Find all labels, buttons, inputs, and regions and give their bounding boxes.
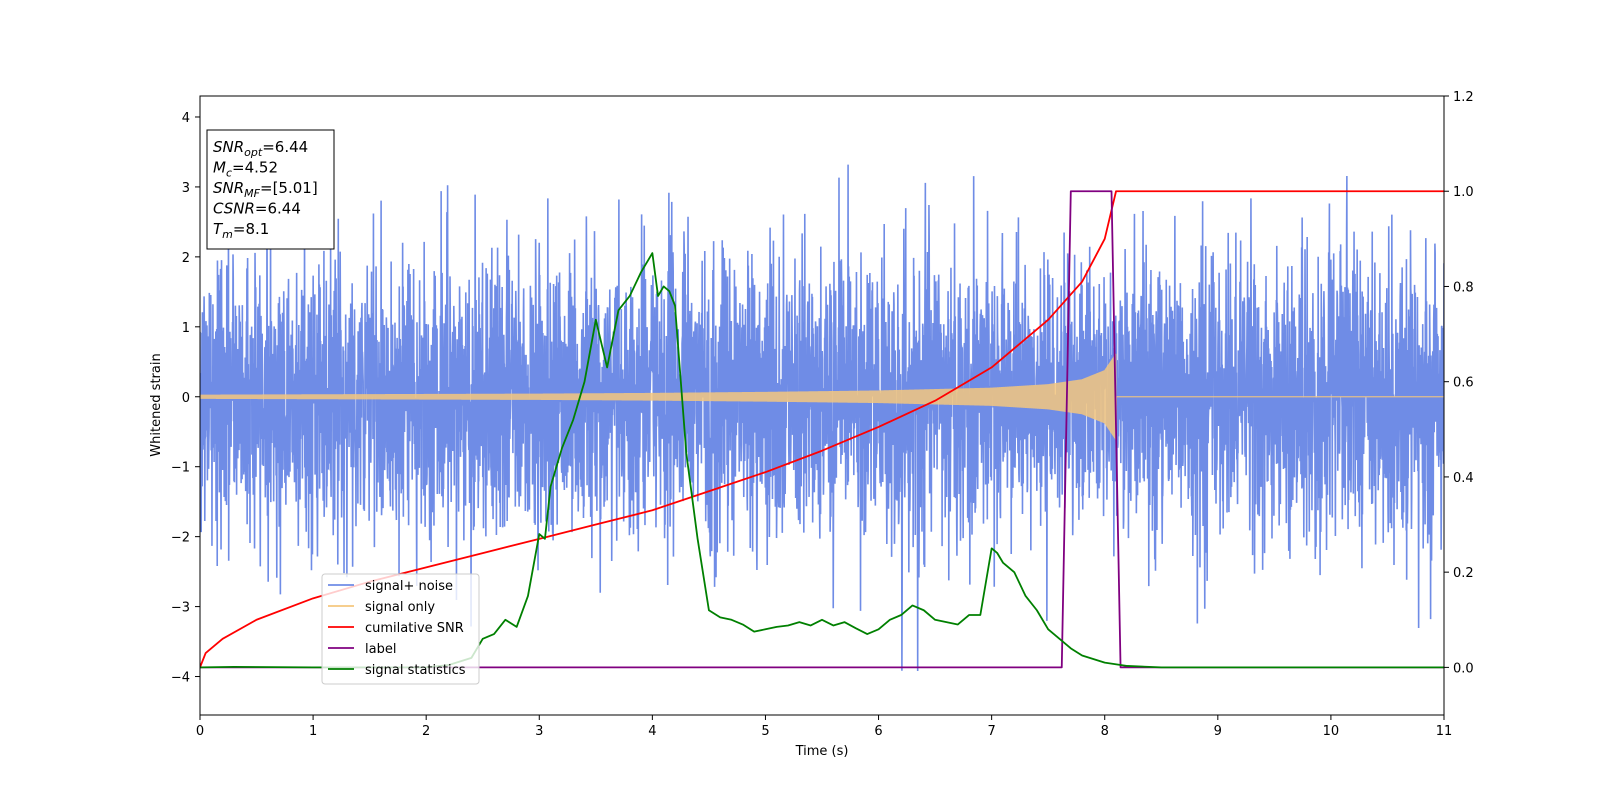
series-signal-only-line bbox=[200, 353, 1444, 441]
x-tick-label: 4 bbox=[648, 724, 656, 739]
info-line: SNRMF=[5.01] bbox=[213, 179, 318, 200]
y-left-tick-label: −4 bbox=[171, 671, 190, 686]
info-sub: c bbox=[226, 167, 232, 180]
x-tick-label: 6 bbox=[874, 724, 882, 739]
y-left-tick-label: −2 bbox=[171, 531, 190, 546]
y-right-tick-label: 0.2 bbox=[1453, 566, 1474, 581]
y-right-tick-label: 1.2 bbox=[1453, 90, 1474, 105]
y-axis-label: Whitened strain bbox=[149, 353, 164, 456]
y-right-tick-label: 0.6 bbox=[1453, 376, 1474, 391]
y-right-tick-label: 0.8 bbox=[1453, 280, 1474, 295]
series-signal-statistics-line bbox=[200, 252, 1444, 669]
info-line: Mc=4.52 bbox=[213, 159, 278, 180]
info-sub: m bbox=[222, 228, 233, 241]
info-value: =6.44 bbox=[262, 138, 308, 156]
info-var: M bbox=[213, 159, 226, 177]
plot-frame bbox=[199, 95, 1445, 716]
info-value: =8.1 bbox=[233, 220, 269, 238]
info-line: CSNR=6.44 bbox=[213, 200, 301, 218]
x-tick-label: 11 bbox=[1436, 724, 1453, 739]
info-value: =4.52 bbox=[232, 159, 278, 177]
y-right-tick-label: 0.0 bbox=[1453, 661, 1474, 676]
x-tick-label: 10 bbox=[1323, 724, 1340, 739]
legend-label: cumilative SNR bbox=[365, 621, 464, 636]
x-tick-label: 5 bbox=[761, 724, 769, 739]
legend-label: signal statistics bbox=[365, 663, 466, 678]
info-box: SNRopt=6.44Mc=4.52SNRMF=[5.01]CSNR=6.44T… bbox=[206, 129, 335, 250]
y-left-tick-label: 4 bbox=[182, 111, 190, 126]
x-tick-label: 2 bbox=[422, 724, 430, 739]
legend-frame bbox=[321, 573, 480, 685]
info-sub: MF bbox=[244, 187, 260, 200]
x-tick-label: 0 bbox=[196, 724, 204, 739]
y-left-tick-label: 3 bbox=[182, 181, 190, 196]
x-tick-label: 3 bbox=[535, 724, 543, 739]
legend: signal+ noise signal only cumilative SNR la… bbox=[321, 573, 480, 685]
info-value: =6.44 bbox=[255, 200, 301, 218]
y-left-tick-label: 2 bbox=[182, 251, 190, 266]
y-left-tick-label: −1 bbox=[171, 461, 190, 476]
y-right-tick-label: 1.0 bbox=[1453, 185, 1474, 200]
y-left-tick-label: −3 bbox=[171, 601, 190, 616]
info-var: SNR bbox=[213, 179, 244, 197]
info-var: SNR bbox=[213, 138, 244, 156]
info-var: CSNR bbox=[213, 200, 255, 218]
y-left-tick-label: 0 bbox=[182, 391, 190, 406]
x-axis-label: Time (s) bbox=[795, 744, 849, 759]
info-var: T bbox=[213, 220, 224, 238]
info-box-frame bbox=[206, 129, 335, 250]
x-tick-label: 8 bbox=[1101, 724, 1109, 739]
series-cumilative-snr-line bbox=[200, 190, 1444, 668]
x-tick-label: 1 bbox=[309, 724, 317, 739]
series-signal-noise-line bbox=[200, 164, 1444, 671]
x-tick-label: 9 bbox=[1214, 724, 1222, 739]
info-line: SNRopt=6.44 bbox=[213, 138, 308, 159]
legend-label: signal only bbox=[365, 600, 435, 615]
series-layer bbox=[200, 164, 1444, 671]
x-tick-label: 7 bbox=[987, 724, 995, 739]
y-left-tick-label: 1 bbox=[182, 321, 190, 336]
legend-label: signal+ noise bbox=[365, 579, 453, 594]
info-line: Tm=8.1 bbox=[213, 220, 269, 241]
y-right-tick-label: 0.4 bbox=[1453, 471, 1474, 486]
info-sub: opt bbox=[244, 146, 263, 159]
legend-label: label bbox=[365, 642, 396, 657]
axes-layer: 0 1 2 3 4 5 6 7 8 9 10 11 −4 −3 −2 −1 0 1 2 3 4 0.0 0.2 0.4 0.6 0… bbox=[171, 90, 1474, 739]
info-value: =[5.01] bbox=[260, 179, 318, 197]
